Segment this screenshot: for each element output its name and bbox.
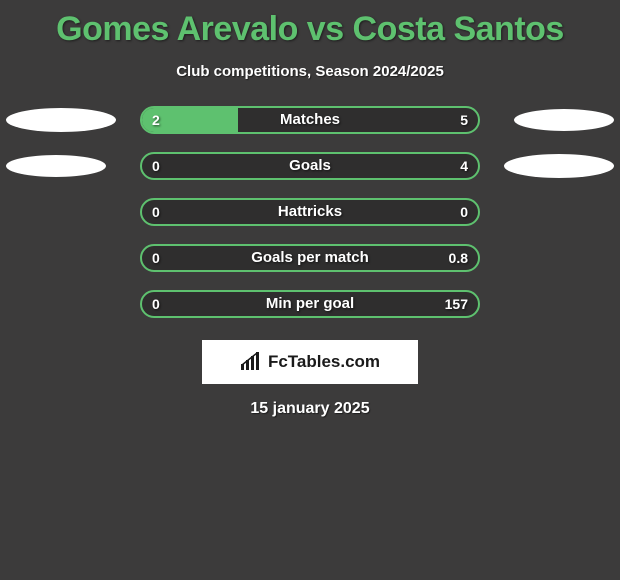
brand-badge: FcTables.com — [202, 340, 418, 384]
comparison-row: Goals04 — [0, 152, 620, 180]
comparison-row: Matches25 — [0, 106, 620, 134]
player-ellipse-left — [6, 155, 106, 177]
page-title: Gomes Arevalo vs Costa Santos — [0, 0, 620, 49]
comparison-row: Min per goal0157 — [0, 290, 620, 318]
bar-track — [140, 152, 480, 180]
comparison-row: Hattricks00 — [0, 198, 620, 226]
date-label: 15 january 2025 — [0, 400, 620, 418]
bar-chart-icon — [240, 352, 262, 372]
comparison-rows: Matches25 Goals04 Hattricks00 Goals per mat… — [0, 106, 620, 318]
player-ellipse-right — [504, 154, 614, 178]
bar-track — [140, 198, 480, 226]
player-ellipse-left — [6, 108, 116, 132]
bar-fill-left — [142, 108, 238, 132]
bar-track — [140, 290, 480, 318]
comparison-row: Goals per match00.8 — [0, 244, 620, 272]
subtitle: Club competitions, Season 2024/2025 — [0, 63, 620, 80]
brand-text: FcTables.com — [268, 352, 380, 372]
bar-track — [140, 106, 480, 134]
bar-track — [140, 244, 480, 272]
player-ellipse-right — [514, 109, 614, 131]
